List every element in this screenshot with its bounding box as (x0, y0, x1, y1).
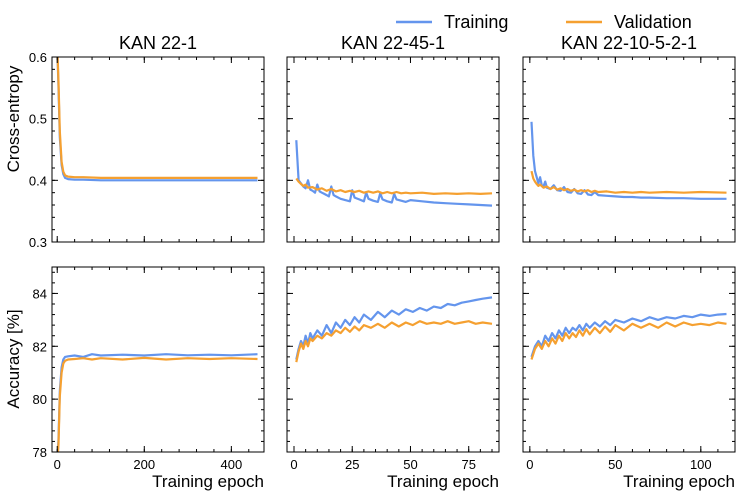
y-tick-label: 84 (33, 286, 47, 301)
y-tick-label: 0.6 (29, 50, 47, 65)
y-tick-label: 78 (33, 445, 47, 460)
series-validation-line (295, 320, 493, 363)
y-tick-label: 82 (33, 339, 47, 354)
chart-panel-0: 0.3 0.4 0.5 0.6 KAN 22-1 Cross-entropy (4, 33, 265, 250)
x-tick-label: 50 (608, 457, 622, 472)
legend: Training Validation (396, 12, 692, 32)
plot-frame (286, 266, 500, 453)
plot-frame (522, 266, 736, 453)
x-tick-label: 0 (526, 457, 533, 472)
x-axis-label: Training epoch (387, 472, 499, 491)
series-validation-line (530, 170, 727, 194)
y-tick-label: 80 (33, 392, 47, 407)
plot-frame (286, 56, 500, 243)
x-tick-label: 0 (54, 457, 61, 472)
series-validation-line (530, 321, 727, 360)
series-validation-line (56, 356, 258, 452)
x-tick-label: 75 (461, 457, 475, 472)
x-tick-label: 0 (290, 457, 297, 472)
plot-frame (51, 266, 265, 453)
plot-frame (522, 56, 736, 243)
series-training-line (295, 140, 493, 207)
y-axis-label: Cross-entropy (4, 65, 23, 172)
x-tick-label: 25 (345, 457, 359, 472)
panel-title: KAN 22-10-5-2-1 (561, 33, 697, 53)
series-training-line (56, 353, 258, 452)
y-tick-label: 0.4 (29, 173, 47, 188)
x-tick-label: 100 (690, 457, 712, 472)
plot-frame (51, 56, 265, 243)
series-training-line (295, 296, 493, 360)
x-tick-label: 50 (403, 457, 417, 472)
series-validation-line (295, 177, 493, 195)
series-training-line (56, 57, 258, 182)
x-axis-label: Training epoch (152, 472, 264, 491)
legend-validation-label: Validation (614, 12, 692, 32)
y-tick-label: 0.3 (29, 235, 47, 250)
panel-title: KAN 22-1 (119, 33, 197, 53)
chart-panel-1: KAN 22-45-1 (286, 33, 500, 243)
series-training-line (530, 312, 727, 358)
chart-panel-2: KAN 22-10-5-2-1 (522, 33, 736, 243)
y-axis-label: Accuracy [%] (4, 309, 23, 408)
x-tick-label: 200 (133, 457, 155, 472)
series-validation-line (56, 57, 258, 179)
chart-panel-3: 0 200 400 78 80 82 84 Training epoch Accuracy [%… (4, 266, 265, 491)
y-tick-label: 0.5 (29, 112, 47, 127)
legend-training-label: Training (444, 12, 508, 32)
panel-title: KAN 22-45-1 (341, 33, 445, 53)
x-axis-label: Training epoch (623, 472, 735, 491)
x-tick-label: 400 (220, 457, 242, 472)
